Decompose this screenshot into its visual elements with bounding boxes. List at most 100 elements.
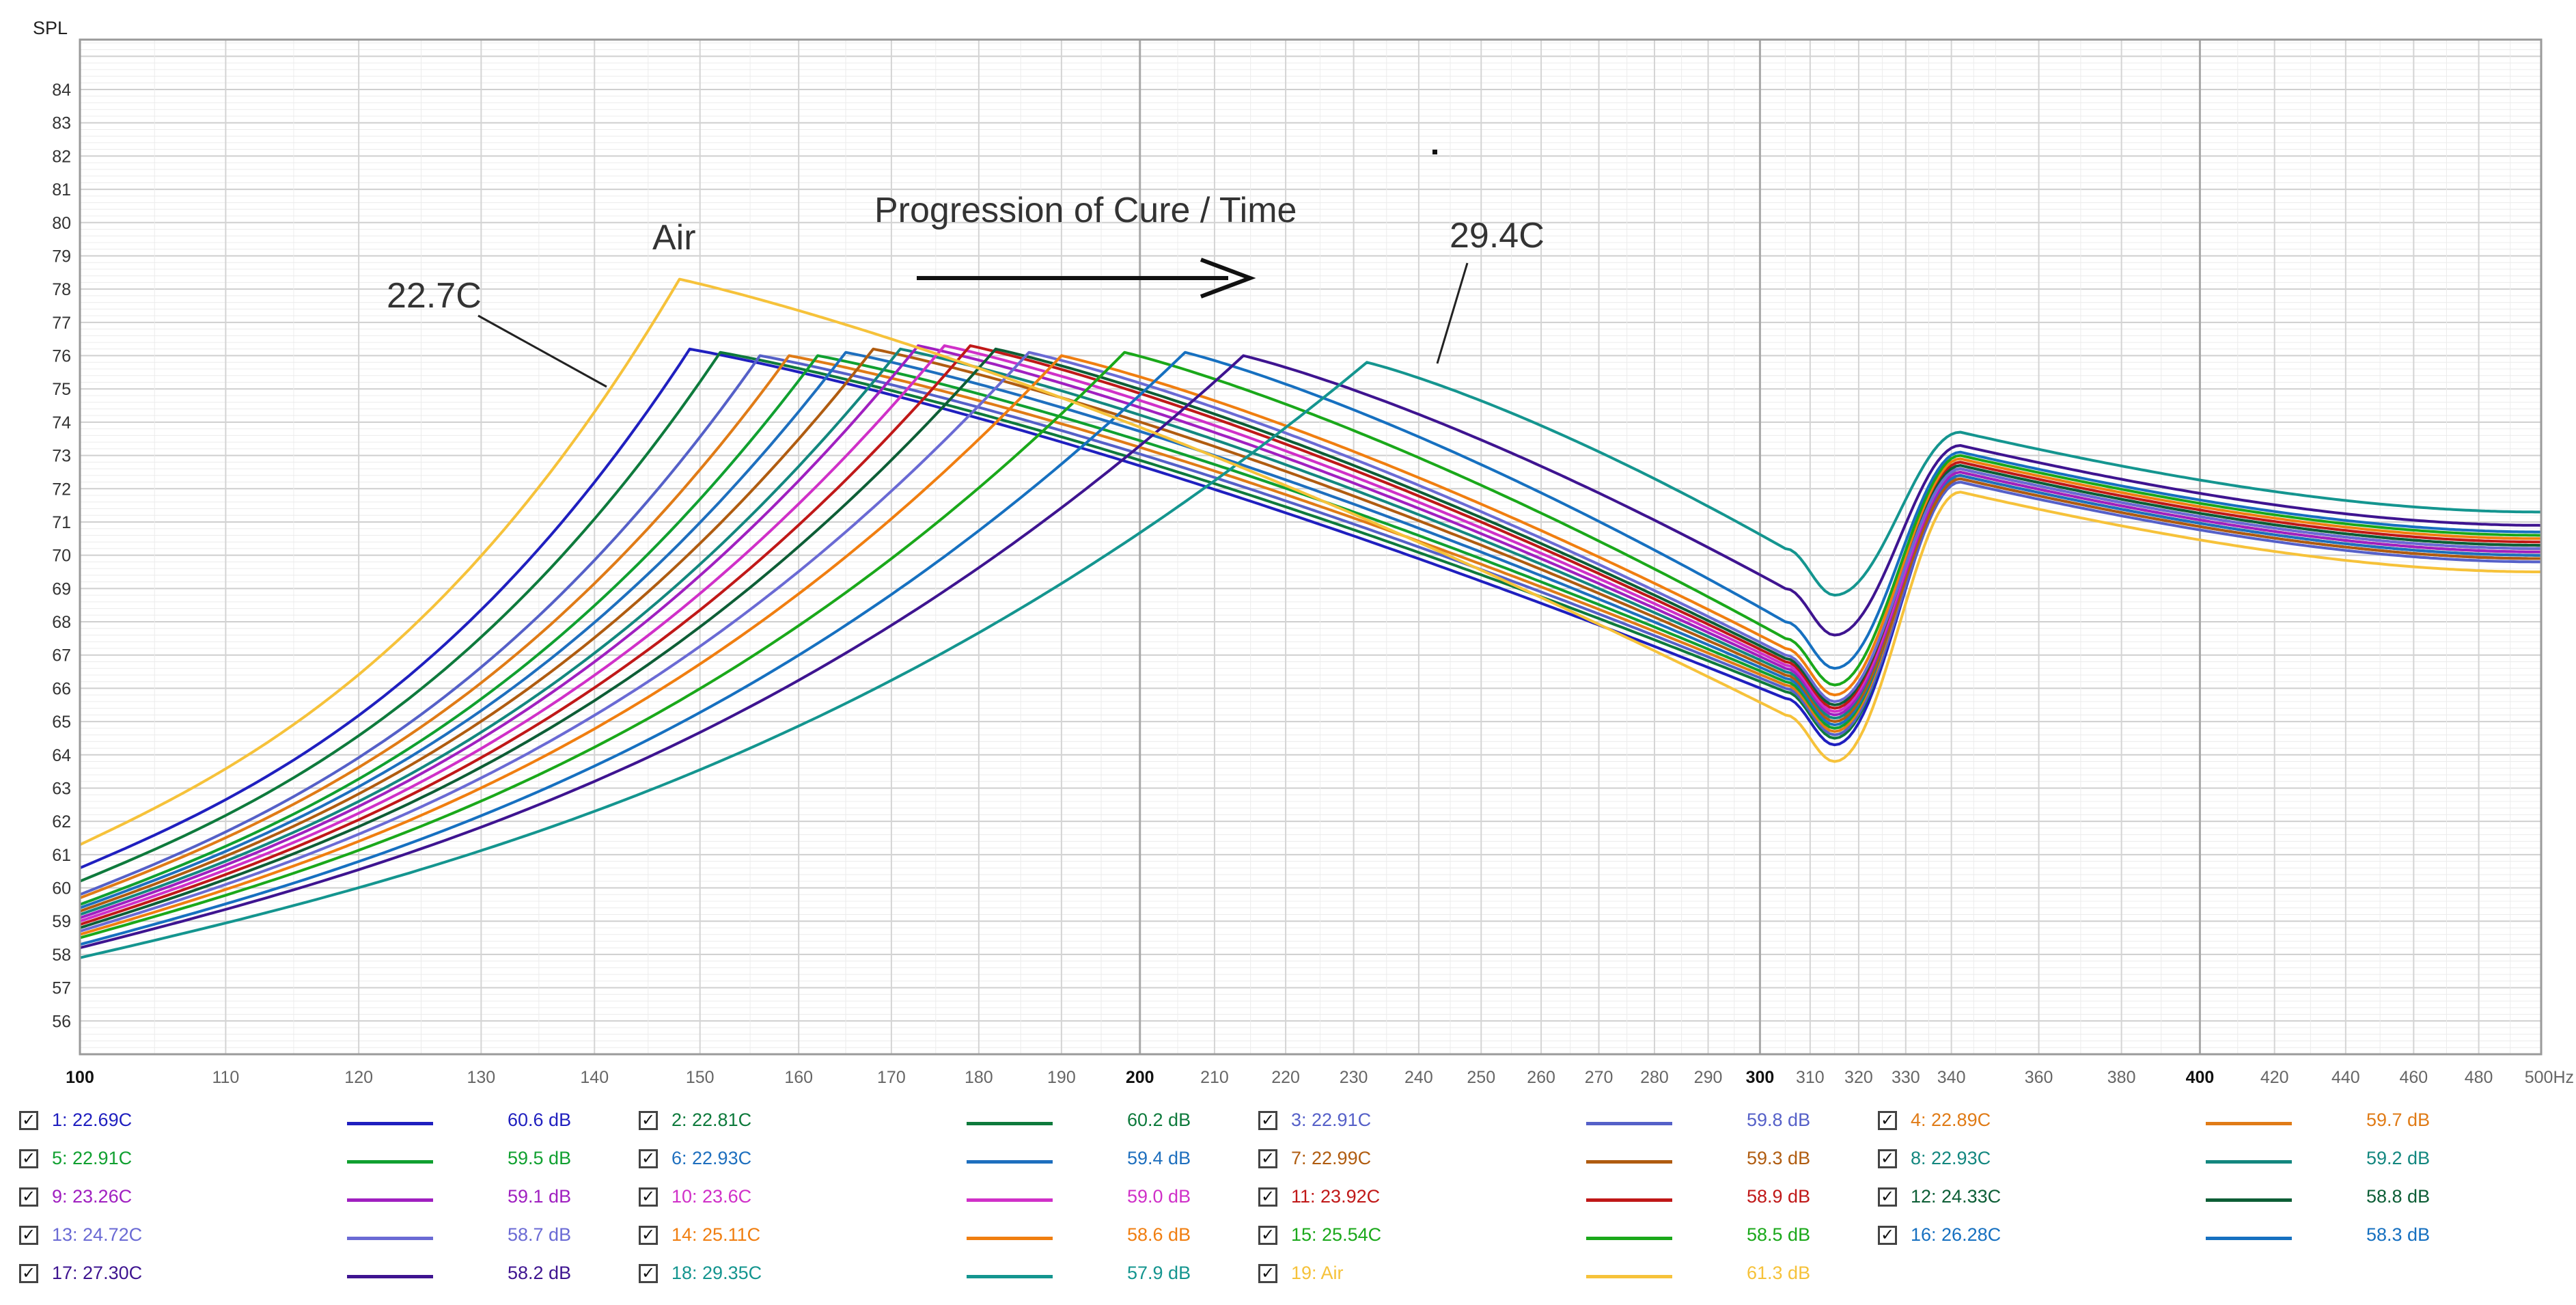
x-tick-label: 140 [580, 1068, 609, 1087]
legend-item[interactable]: ✓ 3: 22.91C 59.8 dB [1258, 1105, 1846, 1138]
legend-value: 58.7 dB [508, 1224, 572, 1245]
series-line-14 [79, 354, 2541, 936]
legend-line-swatch [1586, 1160, 1672, 1164]
legend-checkbox[interactable]: ✓ [1258, 1149, 1277, 1168]
legend-checkbox[interactable]: ✓ [19, 1226, 38, 1245]
legend-line-swatch [1586, 1122, 1672, 1125]
legend-label: 1: 22.69C [52, 1110, 133, 1130]
x-tick-label: 100 [66, 1068, 94, 1087]
legend-checkbox[interactable]: ✓ [1258, 1264, 1277, 1283]
legend-value: 59.1 dB [508, 1186, 572, 1207]
x-tick-label: 260 [1527, 1068, 1555, 1087]
legend-value: 58.3 dB [2366, 1224, 2430, 1245]
series-line-11 [79, 344, 2541, 926]
x-tick-label: 420 [2260, 1068, 2289, 1087]
x-tick-label: 150 [686, 1068, 715, 1087]
legend-checkbox[interactable]: ✓ [1258, 1187, 1277, 1207]
x-axis-ticks: 100 110 120 130 140 150 160 170 180 190 200 210 220 2… [66, 1068, 2574, 1087]
y-tick-label: 78 [52, 280, 71, 299]
legend-item[interactable]: ✓ 14: 25.11C 58.6 dB [639, 1220, 1226, 1253]
legend-line-swatch [347, 1160, 433, 1164]
legend-item[interactable]: ✓ 4: 22.89C 59.7 dB [1878, 1105, 2465, 1138]
grid-lines [80, 40, 2541, 1054]
x-tick-label: 240 [1404, 1068, 1433, 1087]
legend-checkbox[interactable]: ✓ [639, 1226, 658, 1245]
legend-item[interactable]: ✓ 9: 23.26C 59.1 dB [19, 1182, 607, 1215]
legend-line-swatch [347, 1122, 433, 1125]
annotation-last-temp: 29.4C [1450, 216, 1545, 256]
legend-item[interactable]: ✓ 15: 25.54C 58.5 dB [1258, 1220, 1846, 1253]
series-line-12 [79, 347, 2541, 929]
y-tick-label: 70 [52, 547, 71, 566]
legend-checkbox[interactable]: ✓ [639, 1187, 658, 1207]
x-tick-label: 460 [2399, 1068, 2428, 1087]
x-tick-label: 170 [877, 1068, 906, 1087]
y-tick-label: 82 [52, 147, 71, 166]
legend-line-swatch [967, 1275, 1053, 1278]
y-tick-label: 66 [52, 679, 71, 698]
x-tick-label: 180 [965, 1068, 993, 1087]
legend-checkbox[interactable]: ✓ [639, 1264, 658, 1283]
legend-value: 58.9 dB [1747, 1186, 1811, 1207]
legend-item[interactable]: ✓ 11: 23.92C 58.9 dB [1258, 1182, 1846, 1215]
y-tick-label: 60 [52, 879, 71, 898]
legend-checkbox[interactable]: ✓ [1258, 1226, 1277, 1245]
legend-value: 58.5 dB [1747, 1224, 1811, 1245]
series-lines [79, 277, 2542, 959]
y-tick-label: 72 [52, 480, 71, 499]
legend-checkbox[interactable]: ✓ [1878, 1226, 1897, 1245]
legend-checkbox[interactable]: ✓ [1878, 1149, 1897, 1168]
x-tick-label: 200 [1126, 1068, 1154, 1087]
legend-item[interactable]: ✓ 19: Air 61.3 dB [1258, 1259, 1846, 1291]
legend-value: 58.6 dB [1127, 1224, 1191, 1245]
legend-item[interactable]: ✓ 2: 22.81C 60.2 dB [639, 1105, 1226, 1138]
annotation-progression: Progression of Cure / Time [874, 191, 1297, 230]
legend-value: 59.7 dB [2366, 1110, 2430, 1130]
legend-item[interactable]: ✓ 6: 22.93C 59.4 dB [639, 1144, 1226, 1177]
legend-checkbox[interactable]: ✓ [19, 1149, 38, 1168]
y-tick-label: 80 [52, 214, 71, 233]
y-tick-label: 73 [52, 447, 71, 466]
legend-item[interactable]: ✓ 10: 23.6C 59.0 dB [639, 1182, 1226, 1215]
legend-label: 15: 25.54C [1291, 1224, 1382, 1245]
legend-line-swatch [347, 1275, 433, 1278]
legend-checkbox[interactable]: ✓ [1258, 1111, 1277, 1130]
x-tick-label: 220 [1271, 1068, 1300, 1087]
legend-label: 16: 26.28C [1911, 1224, 2002, 1245]
series-line-13 [79, 351, 2541, 933]
y-tick-label: 63 [52, 779, 71, 798]
y-tick-label: 62 [52, 812, 71, 832]
legend-checkbox[interactable]: ✓ [19, 1264, 38, 1283]
legend-item[interactable]: ✓ 16: 26.28C 58.3 dB [1878, 1220, 2465, 1253]
legend-item[interactable]: ✓ 13: 24.72C 58.7 dB [19, 1220, 607, 1253]
legend-checkbox[interactable]: ✓ [1878, 1111, 1897, 1130]
series-line-19 [79, 277, 2541, 847]
legend-item[interactable]: ✓ 8: 22.93C 59.2 dB [1878, 1144, 2465, 1177]
plot-border [79, 38, 2543, 1056]
y-tick-label: 57 [52, 979, 71, 998]
legend-checkbox[interactable]: ✓ [1878, 1187, 1897, 1207]
series-line-7 [79, 347, 2541, 913]
y-tick-label: 61 [52, 846, 71, 865]
y-tick-label: 67 [52, 646, 71, 665]
annotation-last-temp-pointer [1436, 262, 1469, 364]
legend-item[interactable]: ✓ 7: 22.99C 59.3 dB [1258, 1144, 1846, 1177]
legend-label: 18: 29.35C [671, 1263, 762, 1283]
series-line-3 [79, 354, 2541, 896]
legend-value: 60.2 dB [1127, 1110, 1191, 1130]
legend-line-swatch [1586, 1275, 1672, 1278]
legend-checkbox[interactable]: ✓ [639, 1111, 658, 1130]
legend-item[interactable]: ✓ 12: 24.33C 58.8 dB [1878, 1182, 2465, 1215]
x-tick-label: 230 [1340, 1068, 1368, 1087]
legend-label: 9: 23.26C [52, 1186, 133, 1207]
legend-checkbox[interactable]: ✓ [19, 1111, 38, 1130]
legend-item[interactable]: ✓ 18: 29.35C 57.9 dB [639, 1259, 1226, 1291]
legend-item[interactable]: ✓ 5: 22.91C 59.5 dB [19, 1144, 607, 1177]
series-line-9 [79, 344, 2541, 920]
legend-checkbox[interactable]: ✓ [19, 1187, 38, 1207]
legend-item[interactable]: ✓ 17: 27.30C 58.2 dB [19, 1259, 607, 1291]
legend-item[interactable]: ✓ 1: 22.69C 60.6 dB [19, 1105, 607, 1138]
legend-checkbox[interactable]: ✓ [639, 1149, 658, 1168]
legend-label: 12: 24.33C [1911, 1186, 2002, 1207]
legend-line-swatch [1586, 1237, 1672, 1240]
